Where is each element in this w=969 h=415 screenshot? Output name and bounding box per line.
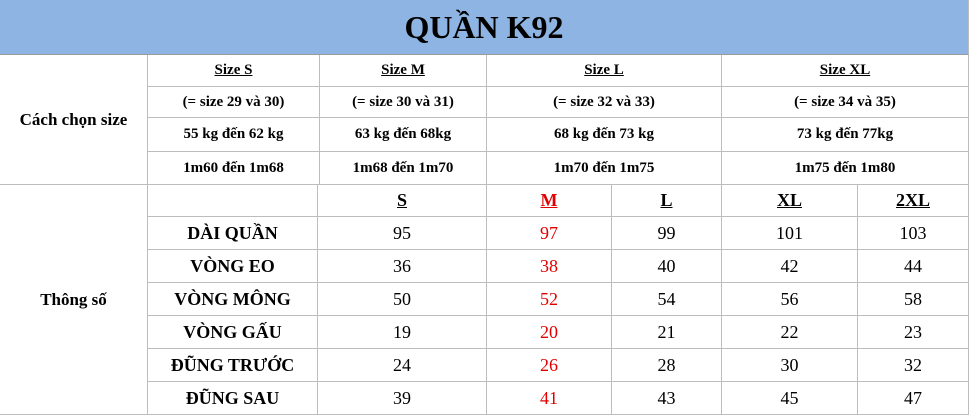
size-guide-weight: 73 kg đến 77kg	[722, 118, 969, 152]
measure-value: 42	[722, 250, 858, 283]
measure-value: 45	[722, 382, 858, 415]
measure-value: 19	[318, 316, 487, 349]
size-guide-equiv: (= size 30 và 31)	[320, 87, 487, 118]
measure-name: VÒNG GẤU	[148, 316, 318, 349]
measure-value: 20	[487, 316, 612, 349]
size-guide-equiv: (= size 34 và 35)	[722, 87, 969, 118]
measure-value: 36	[318, 250, 487, 283]
measure-value: 50	[318, 283, 487, 316]
size-guide-weight: 55 kg đến 62 kg	[148, 118, 320, 152]
size-header: XL	[722, 185, 858, 217]
size-guide-height: 1m68 đến 1m70	[320, 152, 487, 185]
measure-name: DÀI QUẦN	[148, 217, 318, 250]
size-guide-size: Size L	[487, 55, 722, 87]
measure-name: ĐŨNG TRƯỚC	[148, 349, 318, 382]
measure-value: 28	[612, 349, 722, 382]
measure-value: 32	[858, 349, 969, 382]
measure-value: 99	[612, 217, 722, 250]
measure-value: 40	[612, 250, 722, 283]
measure-value: 24	[318, 349, 487, 382]
page-title: QUẦN K92	[0, 0, 969, 55]
size-guide-equiv: (= size 29 và 30)	[148, 87, 320, 118]
measure-value: 41	[487, 382, 612, 415]
size-guide-size: Size XL	[722, 55, 969, 87]
size-guide-equiv: (= size 32 và 33)	[487, 87, 722, 118]
measure-name: VÒNG EO	[148, 250, 318, 283]
section-label: Thông số	[0, 185, 148, 415]
measure-value: 47	[858, 382, 969, 415]
size-guide-weight: 63 kg đến 68kg	[320, 118, 487, 152]
size-guide-height: 1m60 đến 1m68	[148, 152, 320, 185]
measure-value: 58	[858, 283, 969, 316]
measure-value: 30	[722, 349, 858, 382]
measure-value: 22	[722, 316, 858, 349]
measure-value: 52	[487, 283, 612, 316]
measure-value: 103	[858, 217, 969, 250]
size-header: S	[318, 185, 487, 217]
measure-value: 38	[487, 250, 612, 283]
measure-value: 26	[487, 349, 612, 382]
size-header: L	[612, 185, 722, 217]
size-guide-size: Size M	[320, 55, 487, 87]
measure-value: 39	[318, 382, 487, 415]
measure-name: VÒNG MÔNG	[148, 283, 318, 316]
size-header: M	[487, 185, 612, 217]
measure-value: 97	[487, 217, 612, 250]
measure-value: 21	[612, 316, 722, 349]
measure-value: 101	[722, 217, 858, 250]
measure-value: 56	[722, 283, 858, 316]
section-label: Cách chọn size	[0, 55, 148, 185]
measure-name: ĐŨNG SAU	[148, 382, 318, 415]
measure-value: 43	[612, 382, 722, 415]
size-guide-height: 1m75 đến 1m80	[722, 152, 969, 185]
measure-value: 95	[318, 217, 487, 250]
measure-value: 54	[612, 283, 722, 316]
empty-cell	[148, 185, 318, 217]
size-guide-size: Size S	[148, 55, 320, 87]
size-guide-weight: 68 kg đến 73 kg	[487, 118, 722, 152]
measure-value: 44	[858, 250, 969, 283]
measure-value: 23	[858, 316, 969, 349]
size-guide-height: 1m70 đến 1m75	[487, 152, 722, 185]
size-header: 2XL	[858, 185, 969, 217]
